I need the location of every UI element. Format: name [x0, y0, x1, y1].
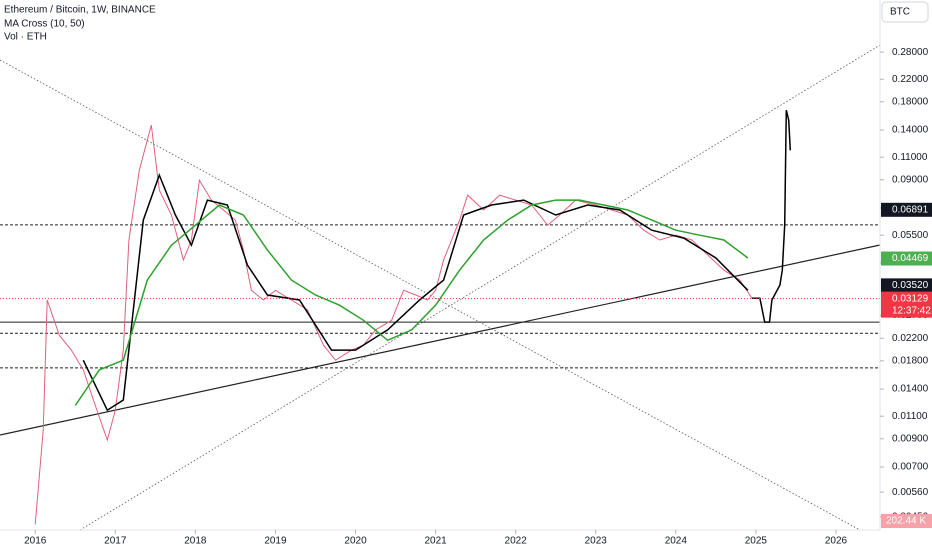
y-tick-label: 0.01800 — [892, 355, 929, 366]
plot-area — [0, 44, 881, 531]
x-tick-label: 2016 — [24, 536, 47, 547]
volume-label-box — [881, 514, 932, 528]
price-line — [82, 172, 749, 412]
price-line — [751, 110, 792, 323]
currency-button-label[interactable]: BTC — [890, 7, 910, 18]
price-label-box — [881, 278, 932, 293]
y-tick-label: 0.11000 — [892, 152, 928, 163]
indicator-label: MA Cross (10, 50) — [4, 19, 85, 30]
x-tick-label: 2021 — [424, 536, 447, 547]
chart-title: Ethereum / Bitcoin, 1W, BINANCE — [4, 5, 156, 16]
y-tick-label: 0.05500 — [892, 230, 929, 241]
price-axis — [880, 0, 932, 550]
x-tick-label: 2018 — [184, 536, 207, 547]
y-tick-label: 0.14000 — [892, 125, 929, 136]
y-tick-label: 0.00900 — [892, 433, 929, 444]
x-tick-label: 2022 — [505, 536, 528, 547]
price-label: 0.06891 — [892, 204, 929, 215]
price-label: 0.03520 — [892, 280, 929, 291]
x-tick-label: 2025 — [745, 536, 768, 547]
trend-line — [0, 59, 861, 531]
x-tick-label: 2019 — [264, 536, 287, 547]
x-tick-label: 2017 — [104, 536, 127, 547]
price-label: 0.04469 — [892, 253, 929, 264]
volume-label: 202.44 K — [886, 516, 926, 527]
price-line — [74, 199, 749, 406]
x-tick-label: 2023 — [585, 536, 608, 547]
price-label-box — [881, 291, 932, 318]
y-tick-label: 0.09000 — [892, 174, 929, 185]
y-tick-label: 0.22000 — [892, 74, 929, 85]
y-tick-label: 0.01100 — [892, 411, 928, 422]
y-tick-label: 0.01400 — [892, 384, 929, 395]
y-tick-label: 0.18000 — [892, 96, 929, 107]
x-tick-label: 2020 — [344, 536, 367, 547]
currency-button[interactable] — [881, 1, 929, 23]
price-label: 0.03129 — [892, 293, 929, 304]
indicator-label: Vol · ETH — [4, 32, 47, 43]
y-tick-label: 0.28000 — [892, 47, 929, 58]
price-label-box — [881, 251, 932, 266]
x-tick-label: 2024 — [665, 536, 688, 547]
x-tick-label: 2026 — [825, 536, 848, 547]
countdown: 12:37:42 — [892, 305, 931, 316]
price-label-box — [881, 202, 932, 217]
y-tick-label: 0.00700 — [892, 462, 929, 473]
trend-line — [0, 244, 881, 436]
y-tick-label: 0.02200 — [892, 333, 929, 344]
y-tick-label: 0.00560 — [892, 487, 929, 498]
